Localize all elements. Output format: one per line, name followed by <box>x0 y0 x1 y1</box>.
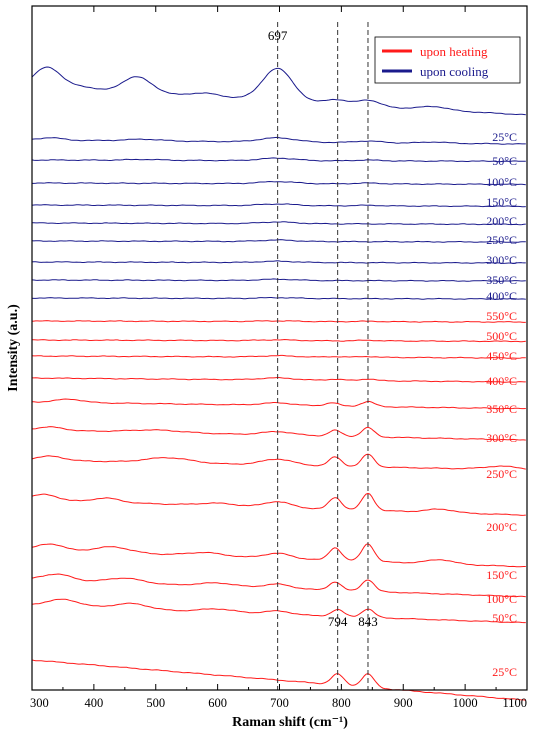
peak-annotation-697: 697 <box>268 28 288 43</box>
spectrum-curve-13 <box>32 377 526 383</box>
x-tick-label: 700 <box>270 696 289 710</box>
x-tick-label: 1000 <box>453 696 478 710</box>
temperature-label: 350°C <box>486 273 517 287</box>
temperature-label: 150°C <box>486 568 517 582</box>
temperature-label: 250°C <box>486 467 517 481</box>
x-axis: 300 400 500 600 700 800 900 1000 1100 <box>30 6 528 710</box>
x-tick-label: 500 <box>146 696 165 710</box>
temperature-label: 400°C <box>486 289 517 303</box>
x-axis-label: Raman shift (cm⁻¹) <box>232 715 348 730</box>
reference-lines <box>277 22 369 690</box>
temperature-label: 550°C <box>486 309 517 323</box>
spectrum-curve-7 <box>31 260 526 264</box>
temperature-label: 200°C <box>486 214 517 228</box>
temperature-label: 250°C <box>486 233 517 247</box>
temperature-label: 350°C <box>486 402 517 416</box>
peak-annotations: 697 794 843 <box>268 28 378 629</box>
spectrum-curve-21 <box>31 659 526 701</box>
spectrum-curve-5 <box>32 221 526 226</box>
temperature-label: 450°C <box>486 349 517 363</box>
spectra-curves <box>31 66 526 701</box>
spectrum-curve-11 <box>32 338 526 343</box>
spectrum-curve-14 <box>32 398 526 410</box>
spectrum-curve-17 <box>31 492 526 516</box>
x-tick-label: 600 <box>208 696 227 710</box>
peak-annotation-843: 843 <box>358 614 378 629</box>
spectrum-curve-4 <box>31 203 526 208</box>
peak-annotation-794: 794 <box>328 614 348 629</box>
temperature-labels: 25°C 50°C 100°C 150°C 200°C 250°C 300°C 350°C 40… <box>486 130 517 679</box>
temperature-label: 50°C <box>492 611 517 625</box>
legend: upon heating upon cooling <box>374 36 521 84</box>
spectrum-curve-12 <box>31 354 526 359</box>
spectrum-curve-18 <box>31 543 526 568</box>
spectrum-curve-6 <box>31 239 526 243</box>
legend-label-cooling: upon cooling <box>420 64 489 79</box>
x-tick-label: 1100 <box>502 696 527 710</box>
legend-box <box>374 36 521 84</box>
spectrum-curve-2 <box>31 157 526 163</box>
temperature-label: 25°C <box>492 130 517 144</box>
spectrum-curve-9 <box>31 297 526 300</box>
spectrum-curve-16 <box>31 453 526 470</box>
temperature-label: 300°C <box>486 431 517 445</box>
temperature-label: 400°C <box>486 374 517 388</box>
temperature-label: 50°C <box>492 154 517 168</box>
spectrum-curve-3 <box>32 180 526 186</box>
temperature-label: 25°C <box>492 665 517 679</box>
spectrum-curve-1 <box>31 136 526 145</box>
spectrum-curve-0 <box>31 66 526 116</box>
spectrum-curve-15 <box>32 426 526 441</box>
spectrum-curve-20 <box>31 598 526 624</box>
temperature-label: 100°C <box>486 592 517 606</box>
temperature-label: 100°C <box>486 175 517 189</box>
x-tick-label: 400 <box>85 696 104 710</box>
temperature-label: 300°C <box>486 253 517 267</box>
y-axis-label: Intensity (a.u.) <box>6 304 21 392</box>
x-tick-label: 800 <box>332 696 351 710</box>
x-tick-label: 300 <box>30 696 49 710</box>
x-tick-label: 900 <box>394 696 413 710</box>
temperature-label: 150°C <box>486 195 517 209</box>
temperature-label: 500°C <box>486 329 517 343</box>
legend-label-heating: upon heating <box>420 44 488 59</box>
plot-frame <box>31 5 528 691</box>
spectrum-curve-8 <box>31 278 526 282</box>
spectrum-curve-19 <box>31 573 526 598</box>
temperature-label: 200°C <box>486 520 517 534</box>
spectrum-curve-10 <box>31 320 526 323</box>
